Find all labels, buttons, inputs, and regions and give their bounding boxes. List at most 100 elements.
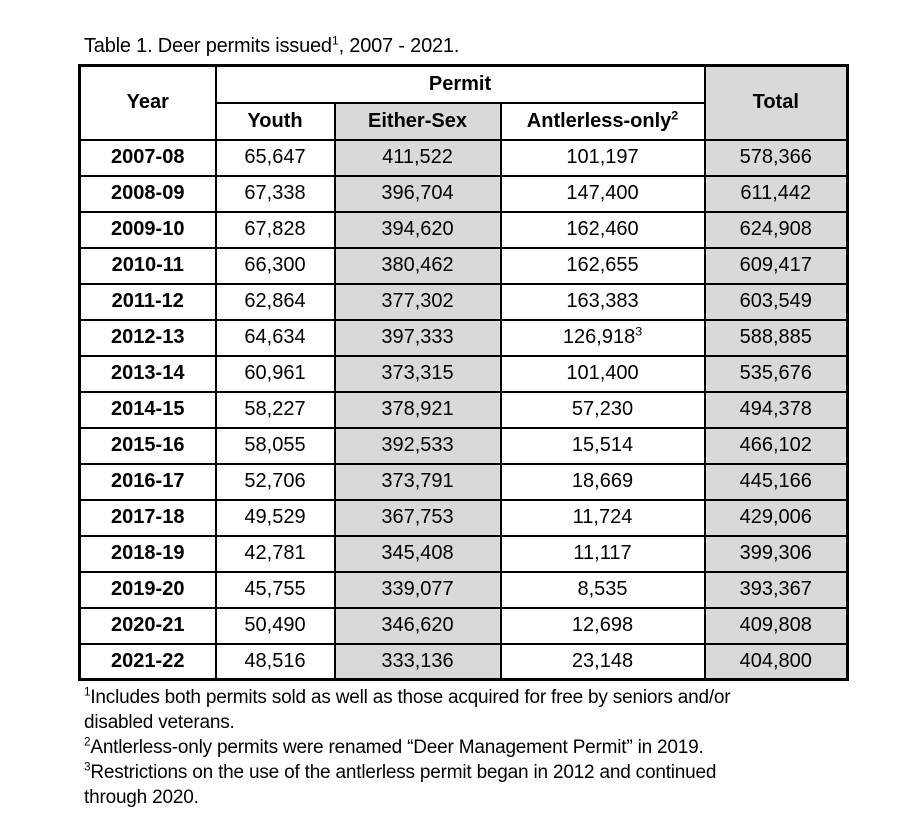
table-row: 2015-16 58,055 392,533 15,514 466,102 bbox=[78, 426, 849, 465]
either-sex-cell: 396,704 bbox=[333, 174, 502, 213]
antlerless-cell: 163,383 bbox=[499, 282, 706, 321]
page-title: Table 1. Deer permits issued1, 2007 - 20… bbox=[84, 34, 904, 58]
total-cell: 535,676 bbox=[703, 354, 849, 393]
year-cell: 2014-15 bbox=[78, 390, 217, 429]
antlerless-footnote-marker: 2 bbox=[671, 107, 679, 122]
youth-cell: 45,755 bbox=[214, 570, 336, 609]
antlerless-cell: 162,460 bbox=[499, 210, 706, 249]
year-cell: 2020-21 bbox=[78, 606, 217, 645]
col-header-permit-group: Permit bbox=[214, 64, 706, 104]
footnote-3-text: Restrictions on the use of the antlerles… bbox=[84, 762, 717, 808]
table-body: 2007-08 65,647 411,522 101,197 578,366 2… bbox=[78, 138, 849, 681]
antlerless-cell: 12,698 bbox=[499, 606, 706, 645]
either-sex-cell: 380,462 bbox=[333, 246, 502, 285]
table-row: 2009-10 67,828 394,620 162,460 624,908 bbox=[78, 210, 849, 249]
youth-cell: 50,490 bbox=[214, 606, 336, 645]
table-row: 2021-22 48,516 333,136 23,148 404,800 bbox=[78, 642, 849, 681]
youth-cell: 49,529 bbox=[214, 498, 336, 537]
either-sex-cell: 345,408 bbox=[333, 534, 502, 573]
either-sex-cell: 346,620 bbox=[333, 606, 502, 645]
total-cell: 494,378 bbox=[703, 390, 849, 429]
deer-permits-table: Year Permit Total Youth Either-Sex Antle… bbox=[78, 64, 849, 681]
total-cell: 624,908 bbox=[703, 210, 849, 249]
either-sex-cell: 378,921 bbox=[333, 390, 502, 429]
table-row: 2012-13 64,634 397,333 126,9183 588,885 bbox=[78, 318, 849, 357]
total-cell: 409,808 bbox=[703, 606, 849, 645]
total-cell: 429,006 bbox=[703, 498, 849, 537]
either-sex-cell: 367,753 bbox=[333, 498, 502, 537]
either-sex-cell: 394,620 bbox=[333, 210, 502, 249]
either-sex-cell: 373,315 bbox=[333, 354, 502, 393]
year-cell: 2007-08 bbox=[78, 138, 217, 177]
table-row: 2016-17 52,706 373,791 18,669 445,166 bbox=[78, 462, 849, 501]
footnote-2-text: Antlerless-only permits were renamed “De… bbox=[90, 737, 704, 758]
table-row: 2020-21 50,490 346,620 12,698 409,808 bbox=[78, 606, 849, 645]
total-cell: 445,166 bbox=[703, 462, 849, 501]
either-sex-cell: 397,333 bbox=[333, 318, 502, 357]
antlerless-value: 126,918 bbox=[562, 326, 636, 348]
year-cell: 2013-14 bbox=[78, 354, 217, 393]
antlerless-cell: 126,9183 bbox=[499, 318, 706, 357]
antlerless-cell: 57,230 bbox=[499, 390, 706, 429]
table-row: 2017-18 49,529 367,753 11,724 429,006 bbox=[78, 498, 849, 537]
antlerless-cell: 101,197 bbox=[499, 138, 706, 177]
year-cell: 2011-12 bbox=[78, 282, 217, 321]
total-cell: 611,442 bbox=[703, 174, 849, 213]
table-row: 2007-08 65,647 411,522 101,197 578,366 bbox=[78, 138, 849, 177]
youth-cell: 67,338 bbox=[214, 174, 336, 213]
footnotes: 1Includes both permits sold as well as t… bbox=[84, 685, 779, 810]
year-cell: 2018-19 bbox=[78, 534, 217, 573]
antlerless-cell: 15,514 bbox=[499, 426, 706, 465]
table-row: 2010-11 66,300 380,462 162,655 609,417 bbox=[78, 246, 849, 285]
total-cell: 609,417 bbox=[703, 246, 849, 285]
col-header-year: Year bbox=[78, 64, 217, 141]
year-cell: 2010-11 bbox=[78, 246, 217, 285]
year-cell: 2008-09 bbox=[78, 174, 217, 213]
youth-cell: 48,516 bbox=[214, 642, 336, 681]
year-cell: 2021-22 bbox=[78, 642, 217, 681]
youth-cell: 58,227 bbox=[214, 390, 336, 429]
year-cell: 2012-13 bbox=[78, 318, 217, 357]
col-header-antlerless-text: Antlerless-only bbox=[526, 109, 672, 132]
table-header: Year Permit Total Youth Either-Sex Antle… bbox=[78, 64, 849, 141]
table-row: 2019-20 45,755 339,077 8,535 393,367 bbox=[78, 570, 849, 609]
total-cell: 393,367 bbox=[703, 570, 849, 609]
year-cell: 2016-17 bbox=[78, 462, 217, 501]
antlerless-cell: 162,655 bbox=[499, 246, 706, 285]
year-cell: 2015-16 bbox=[78, 426, 217, 465]
footnote-2: 2Antlerless-only permits were renamed “D… bbox=[84, 735, 779, 760]
antlerless-cell: 11,117 bbox=[499, 534, 706, 573]
col-header-either-sex: Either-Sex bbox=[333, 101, 502, 141]
col-header-total: Total bbox=[703, 64, 849, 141]
table-row: 2013-14 60,961 373,315 101,400 535,676 bbox=[78, 354, 849, 393]
page-title-text: Table 1. Deer permits issued bbox=[84, 35, 332, 57]
youth-cell: 58,055 bbox=[214, 426, 336, 465]
total-cell: 466,102 bbox=[703, 426, 849, 465]
year-cell: 2009-10 bbox=[78, 210, 217, 249]
youth-cell: 42,781 bbox=[214, 534, 336, 573]
antlerless-cell: 147,400 bbox=[499, 174, 706, 213]
either-sex-cell: 392,533 bbox=[333, 426, 502, 465]
antlerless-cell: 11,724 bbox=[499, 498, 706, 537]
youth-cell: 60,961 bbox=[214, 354, 336, 393]
antlerless-cell: 18,669 bbox=[499, 462, 706, 501]
table-row: 2008-09 67,338 396,704 147,400 611,442 bbox=[78, 174, 849, 213]
header-group-row: Year Permit Total bbox=[78, 64, 849, 141]
total-cell: 404,800 bbox=[703, 642, 849, 681]
col-header-youth: Youth bbox=[214, 101, 336, 141]
total-cell: 399,306 bbox=[703, 534, 849, 573]
youth-cell: 66,300 bbox=[214, 246, 336, 285]
footnote-1: 1Includes both permits sold as well as t… bbox=[84, 685, 779, 735]
either-sex-cell: 411,522 bbox=[333, 138, 502, 177]
total-cell: 578,366 bbox=[703, 138, 849, 177]
either-sex-cell: 377,302 bbox=[333, 282, 502, 321]
footnote-1-text: Includes both permits sold as well as th… bbox=[84, 687, 731, 733]
restriction-footnote-marker: 3 bbox=[635, 324, 643, 339]
table-row: 2018-19 42,781 345,408 11,117 399,306 bbox=[78, 534, 849, 573]
year-cell: 2019-20 bbox=[78, 570, 217, 609]
footnote-2-marker: 2 bbox=[84, 735, 91, 749]
youth-cell: 62,864 bbox=[214, 282, 336, 321]
footnote-3: 3Restrictions on the use of the antlerle… bbox=[84, 760, 779, 810]
either-sex-cell: 333,136 bbox=[333, 642, 502, 681]
